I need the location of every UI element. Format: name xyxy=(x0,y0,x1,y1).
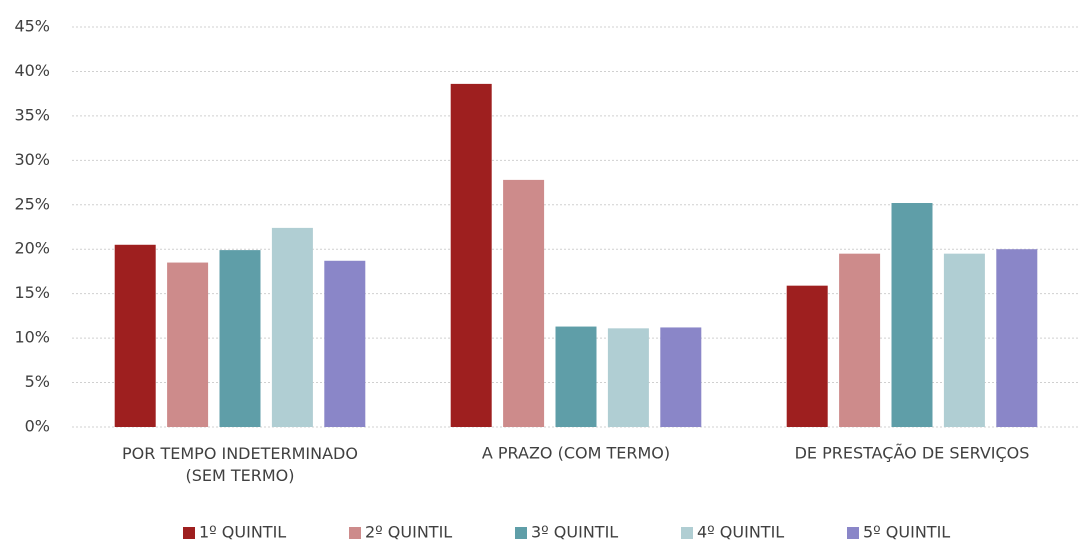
legend-label: 2º QUINTIL xyxy=(365,523,452,542)
y-tick-label: 35% xyxy=(14,105,50,124)
bar xyxy=(660,327,702,427)
bar xyxy=(114,244,156,427)
y-tick-label: 45% xyxy=(14,17,50,36)
bar xyxy=(996,249,1038,427)
bar xyxy=(450,83,492,427)
legend-label: 3º QUINTIL xyxy=(531,523,618,542)
bar xyxy=(271,227,313,427)
bar xyxy=(503,179,545,427)
y-tick-label: 0% xyxy=(25,417,50,436)
bar xyxy=(839,253,881,427)
legend-label: 1º QUINTIL xyxy=(199,523,286,542)
legend-swatch xyxy=(847,527,859,539)
y-tick-label: 5% xyxy=(25,372,50,391)
x-tick-label: DE PRESTAÇÃO DE SERVIÇOS xyxy=(795,444,1030,463)
bar xyxy=(167,262,209,427)
bar xyxy=(943,253,985,427)
x-tick-label: POR TEMPO INDETERMINADO (SEM TERMO) xyxy=(122,444,358,485)
bar xyxy=(607,328,649,427)
y-tick-label: 10% xyxy=(14,328,50,347)
legend-swatch xyxy=(515,527,527,539)
legend-label: 5º QUINTIL xyxy=(863,523,950,542)
bar xyxy=(219,250,261,427)
legend-swatch xyxy=(681,527,693,539)
bar xyxy=(324,260,366,427)
y-tick-label: 40% xyxy=(14,61,50,80)
legend-label: 4º QUINTIL xyxy=(697,523,784,542)
y-tick-label: 20% xyxy=(14,239,50,258)
y-tick-label: 25% xyxy=(14,194,50,213)
x-tick-label: A PRAZO (COM TERMO) xyxy=(482,444,670,463)
legend-swatch xyxy=(349,527,361,539)
bar xyxy=(555,326,597,427)
legend-swatch xyxy=(183,527,195,539)
bar xyxy=(786,285,828,427)
y-tick-label: 15% xyxy=(14,283,50,302)
y-tick-label: 30% xyxy=(14,150,50,169)
bar xyxy=(891,203,933,427)
